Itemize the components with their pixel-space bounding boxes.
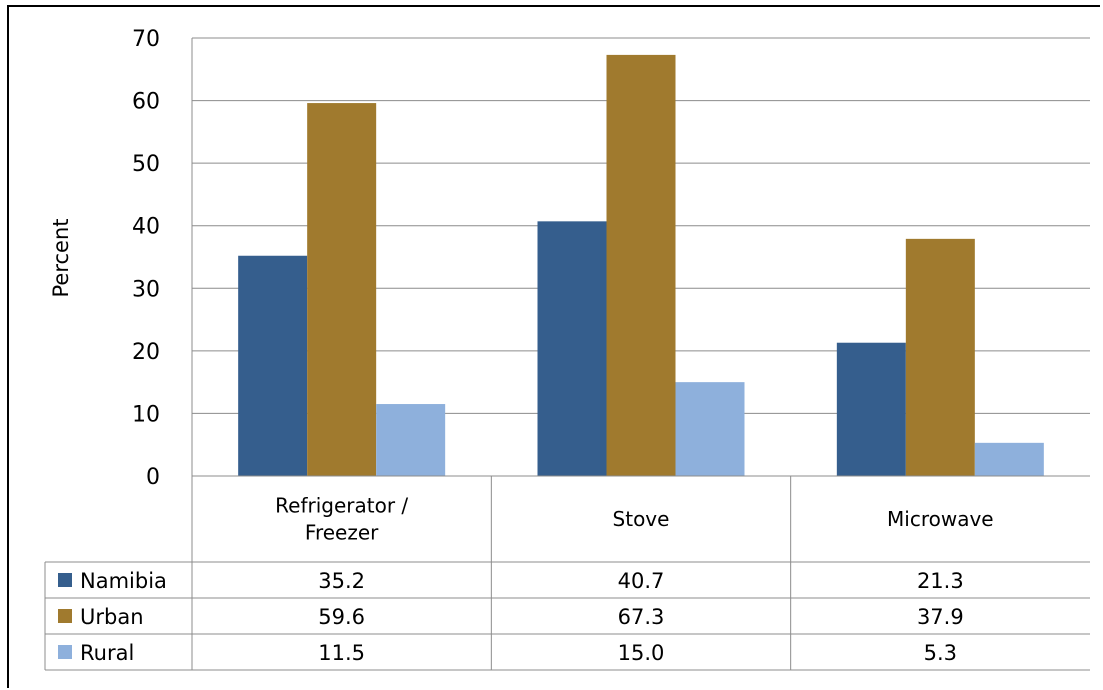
category-label-1-0: Stove <box>613 507 670 531</box>
bar-urban-0 <box>307 103 377 477</box>
bar-namibia-1 <box>537 221 607 476</box>
y-tick-label-30: 30 <box>132 277 160 302</box>
legend-swatch-urban <box>58 609 72 623</box>
bar-rural-0 <box>376 404 446 476</box>
legend-swatch-namibia <box>58 573 72 587</box>
bar-urban-2 <box>905 238 975 476</box>
table-value-namibia-1: 40.7 <box>618 569 665 593</box>
bar-rural-1 <box>675 382 745 476</box>
y-tick-label-10: 10 <box>132 402 160 427</box>
table-value-namibia-2: 21.3 <box>917 569 964 593</box>
legend-label-urban: Urban <box>80 605 144 629</box>
y-tick-label-60: 60 <box>132 90 160 115</box>
table-value-namibia-0: 35.2 <box>318 569 365 593</box>
bar-namibia-2 <box>836 342 906 476</box>
category-label-0-1: Freezer <box>305 521 379 545</box>
table-value-rural-0: 11.5 <box>318 641 365 665</box>
legend-label-rural: Rural <box>80 641 134 665</box>
legend-swatch-rural <box>58 645 72 659</box>
bar-urban-1 <box>606 54 676 476</box>
y-tick-label-20: 20 <box>132 340 160 365</box>
y-tick-label-50: 50 <box>132 152 160 177</box>
table-value-urban-2: 37.9 <box>917 605 964 629</box>
table-value-rural-1: 15.0 <box>618 641 665 665</box>
y-axis-label: Percent <box>49 218 73 297</box>
table-value-urban-0: 59.6 <box>318 605 365 629</box>
y-tick-label-70: 70 <box>132 27 160 52</box>
table-value-urban-1: 67.3 <box>618 605 665 629</box>
y-tick-label-40: 40 <box>132 215 160 240</box>
legend-label-namibia: Namibia <box>80 569 167 593</box>
category-label-2-0: Microwave <box>887 507 994 531</box>
table-value-rural-2: 5.3 <box>924 641 957 665</box>
chart-frame <box>7 5 1100 688</box>
y-tick-label-0: 0 <box>146 465 160 490</box>
category-label-0-0: Refrigerator / <box>275 494 408 518</box>
bar-rural-2 <box>974 442 1044 476</box>
bar-namibia-0 <box>238 255 308 476</box>
